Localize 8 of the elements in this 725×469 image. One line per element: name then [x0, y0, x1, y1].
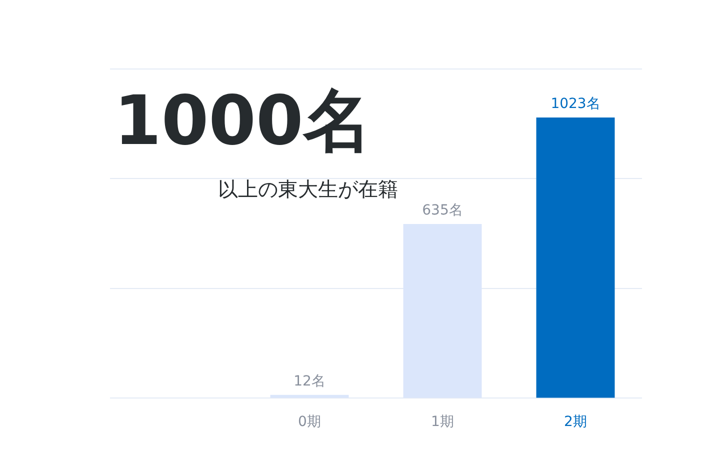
x-tick-label: 2期	[564, 414, 587, 430]
data-label: 1023名	[550, 96, 600, 112]
text: 以上の東大生が在籍	[218, 176, 398, 203]
chart-title: 1000名	[114, 82, 372, 161]
data-label: 635名	[422, 202, 463, 219]
x-tick-label: 0期	[298, 414, 321, 430]
data-label: 12名	[294, 374, 326, 390]
x-tick-label: 1期	[431, 414, 454, 430]
